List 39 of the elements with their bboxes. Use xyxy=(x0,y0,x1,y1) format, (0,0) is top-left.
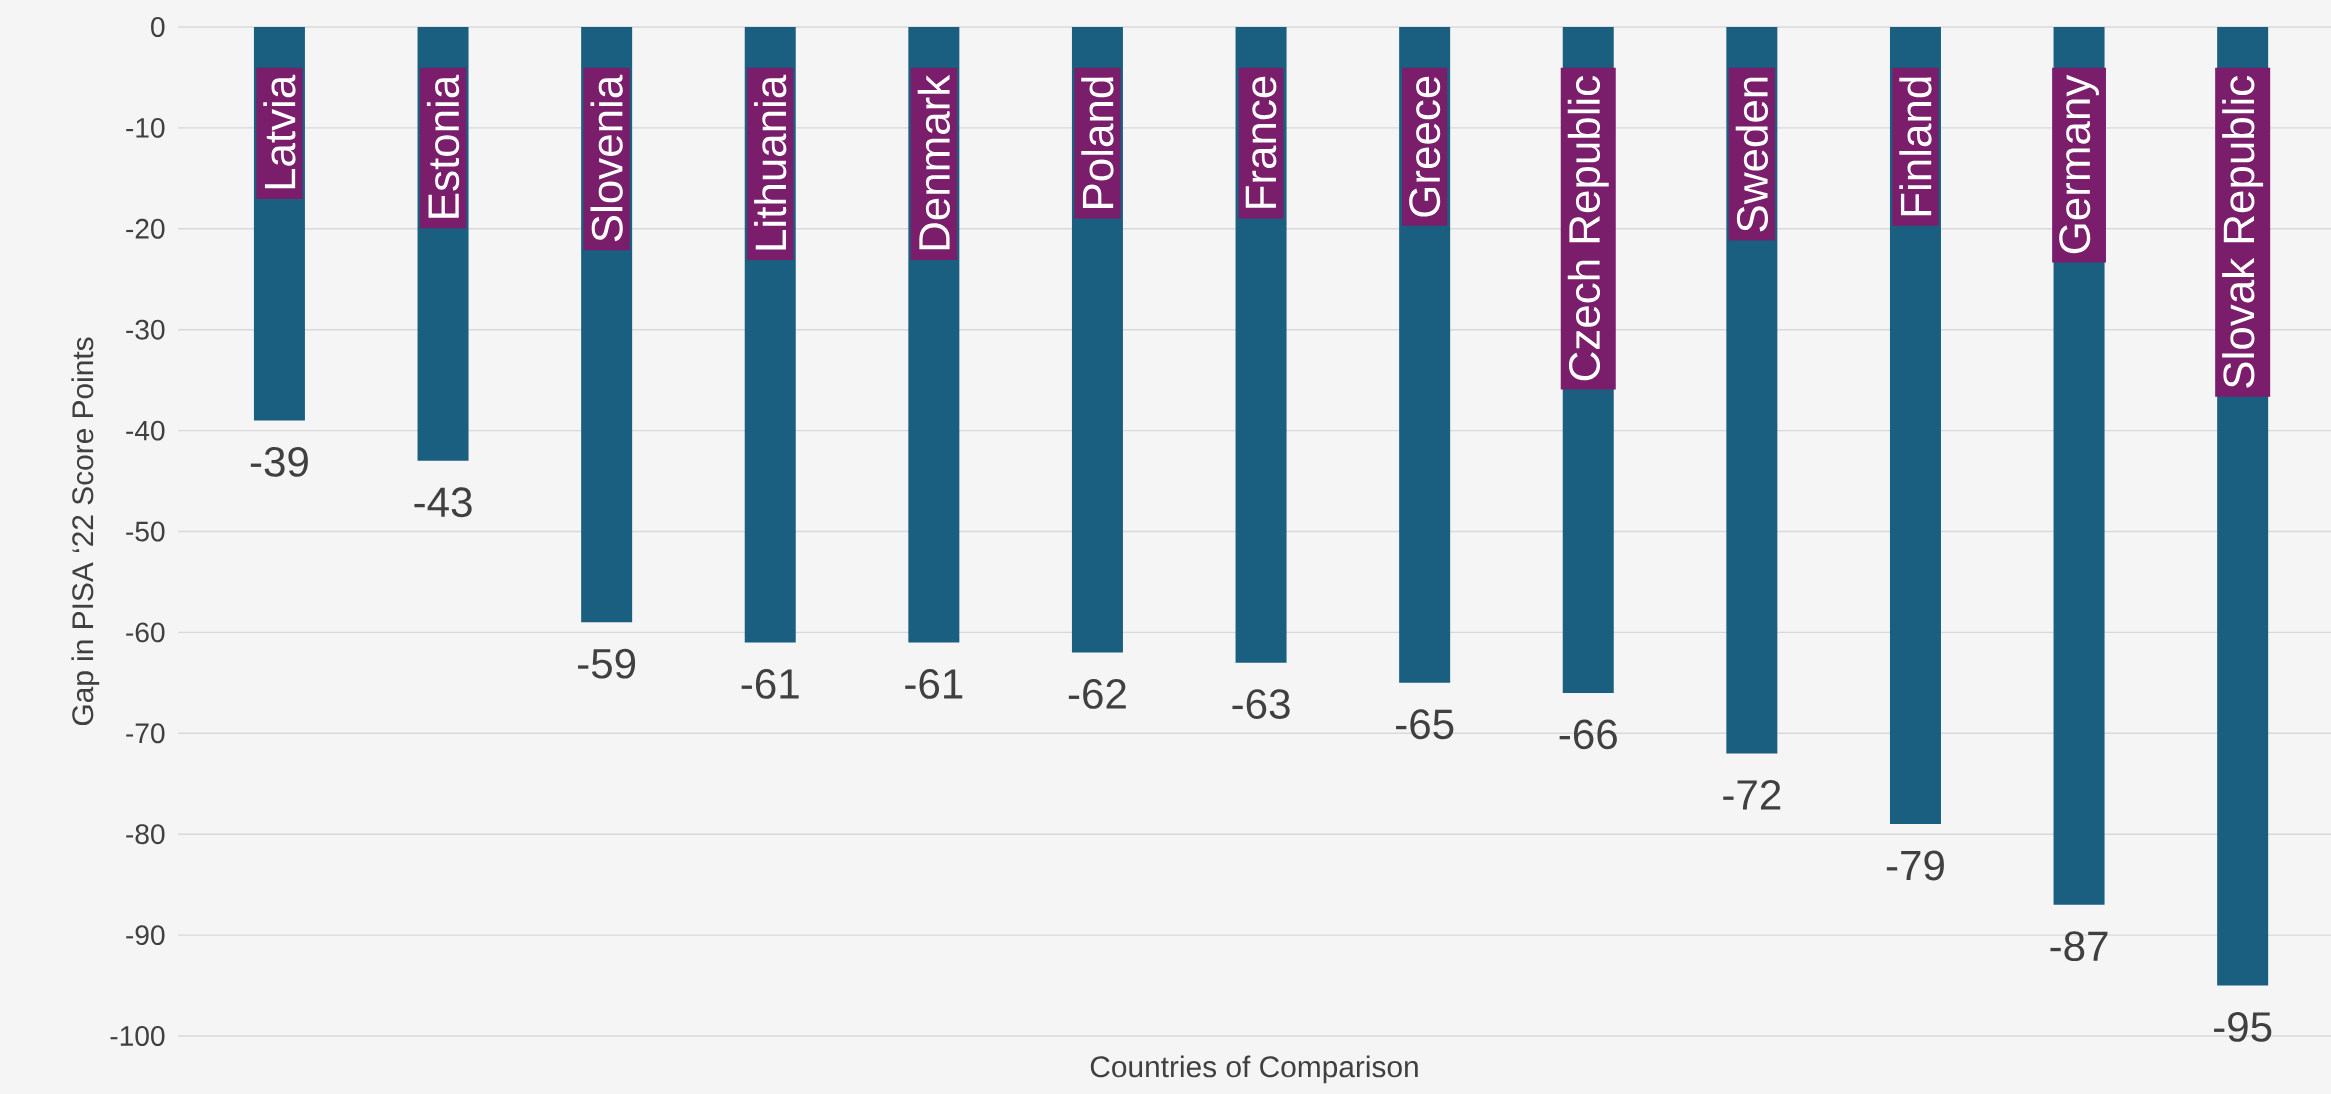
data-label: -72 xyxy=(1723,779,1781,810)
data-label: -65 xyxy=(1396,709,1454,740)
x-tick-label: Poland xyxy=(1081,77,1114,208)
x-tick-label: Germany xyxy=(2059,74,2099,254)
data-label: -59 xyxy=(578,648,636,679)
y-tick-label: -60 xyxy=(126,622,165,643)
data-label: -39 xyxy=(250,446,308,477)
x-axis-title: Countries of Comparison xyxy=(1090,1055,1418,1084)
y-tick-label: 0 xyxy=(151,17,165,37)
x-tick-label: Denmark xyxy=(917,74,950,250)
x-tick-label: Greece xyxy=(1409,76,1441,217)
y-tick-label: -10 xyxy=(126,117,165,138)
y-tick-label: -30 xyxy=(126,319,165,340)
data-label: -62 xyxy=(1068,679,1126,709)
x-tick-label: France xyxy=(1245,76,1277,208)
x-tick-label: Estonia xyxy=(426,74,460,218)
y-tick-label: -80 xyxy=(126,824,165,845)
data-label: -43 xyxy=(414,487,472,518)
x-tick-label: Lithuania xyxy=(754,74,787,250)
x-tick-label: Sweden xyxy=(1735,77,1768,232)
x-tick-label: Latvia xyxy=(263,74,296,189)
x-tick-label: Finland xyxy=(1899,77,1932,216)
x-tick-label: Slovak Republic xyxy=(2222,76,2264,388)
y-tick-label: -100 xyxy=(110,1026,165,1046)
data-label: -63 xyxy=(1232,689,1290,719)
y-tick-label: -50 xyxy=(126,521,165,542)
data-label: -95 xyxy=(2214,1012,2272,1042)
data-label: -61 xyxy=(905,668,963,699)
x-tick-label: Slovenia xyxy=(590,74,623,242)
data-label: -79 xyxy=(1886,850,1944,881)
y-tick-label: -70 xyxy=(126,723,165,744)
data-label: -61 xyxy=(741,668,799,699)
y-tick-label: -20 xyxy=(126,218,165,239)
y-tick-label: -90 xyxy=(126,925,165,946)
y-tick-label: -40 xyxy=(126,420,165,441)
data-label: -66 xyxy=(1559,719,1617,750)
x-tick-label: Czech Republic xyxy=(1567,76,1609,381)
data-label: -87 xyxy=(2050,931,2108,962)
y-axis-title: Gap in PISA ‘22 Score Points xyxy=(71,337,100,726)
